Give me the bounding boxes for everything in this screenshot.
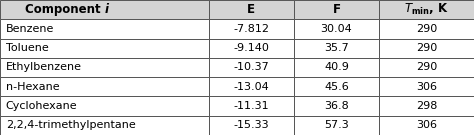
Bar (0, 58, 209, 77)
Text: -9.140: -9.140 (233, 43, 269, 53)
Bar (209, 19, 294, 39)
Bar (379, 77, 474, 96)
Text: E: E (247, 3, 255, 16)
Bar (209, 116, 294, 135)
Text: 306: 306 (416, 120, 437, 130)
Bar (209, 58, 294, 77)
Bar (379, 0, 474, 19)
Text: -10.37: -10.37 (233, 63, 269, 72)
Text: 36.8: 36.8 (324, 101, 349, 111)
Text: 30.04: 30.04 (321, 24, 352, 34)
Text: 290: 290 (416, 43, 437, 53)
Bar (209, 77, 294, 96)
Text: -13.04: -13.04 (233, 82, 269, 92)
Text: 35.7: 35.7 (324, 43, 349, 53)
Text: Benzene: Benzene (6, 24, 54, 34)
Text: Toluene: Toluene (6, 43, 48, 53)
Text: Component: Component (25, 3, 104, 16)
Text: n-Hexane: n-Hexane (6, 82, 59, 92)
Bar (294, 58, 379, 77)
Text: Ethylbenzene: Ethylbenzene (6, 63, 82, 72)
Text: i: i (104, 3, 108, 16)
Text: 298: 298 (416, 101, 438, 111)
Text: -11.31: -11.31 (233, 101, 269, 111)
Text: 306: 306 (416, 82, 437, 92)
Bar (379, 39, 474, 58)
Bar (294, 0, 379, 19)
Bar (379, 96, 474, 116)
Text: -15.33: -15.33 (233, 120, 269, 130)
Bar (209, 96, 294, 116)
Bar (209, 0, 294, 19)
Text: 45.6: 45.6 (324, 82, 349, 92)
Bar (209, 39, 294, 58)
Bar (379, 58, 474, 77)
Text: 2,2,4-trimethylpentane: 2,2,4-trimethylpentane (6, 120, 136, 130)
Text: F: F (333, 3, 340, 16)
Bar (0, 116, 209, 135)
Text: -7.812: -7.812 (233, 24, 269, 34)
Text: 57.3: 57.3 (324, 120, 349, 130)
Text: 40.9: 40.9 (324, 63, 349, 72)
Bar (294, 77, 379, 96)
Bar (379, 19, 474, 39)
Bar (0, 39, 209, 58)
Bar (294, 116, 379, 135)
Bar (0, 0, 209, 19)
Text: 290: 290 (416, 24, 437, 34)
Bar (294, 39, 379, 58)
Bar (0, 77, 209, 96)
Text: 290: 290 (416, 63, 437, 72)
Text: Cyclohexane: Cyclohexane (6, 101, 77, 111)
Bar (0, 96, 209, 116)
Bar (294, 19, 379, 39)
Bar (0, 19, 209, 39)
Bar (379, 116, 474, 135)
Bar (294, 96, 379, 116)
Text: $\mathbf{\it{T}}_{\mathbf{min}}$, K: $\mathbf{\it{T}}_{\mathbf{min}}$, K (404, 2, 449, 17)
